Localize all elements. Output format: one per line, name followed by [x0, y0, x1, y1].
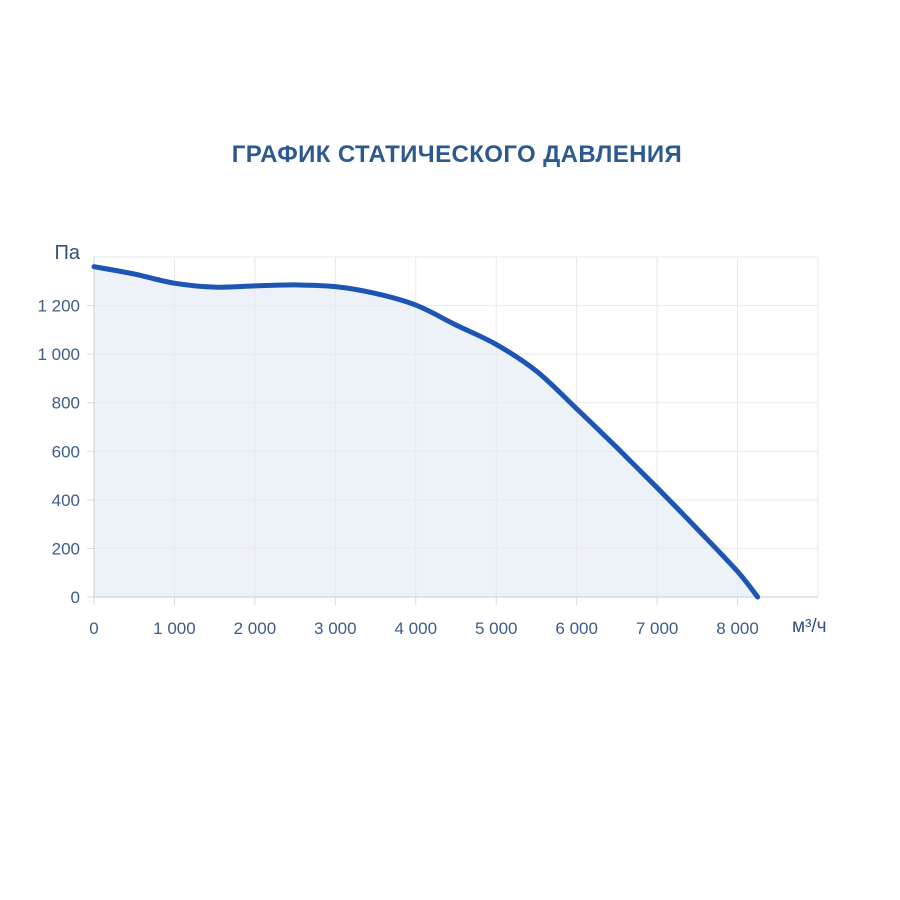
y-tick-label: 1 000	[37, 345, 80, 364]
y-tick-label: 200	[52, 539, 80, 558]
x-tick-label: 2 000	[234, 619, 277, 638]
x-tick-label: 4 000	[395, 619, 438, 638]
x-axis-unit-label: м³/ч	[792, 616, 827, 637]
y-tick-label: 600	[52, 442, 80, 461]
y-tick-label: 1 200	[37, 297, 80, 316]
y-tick-label: 0	[71, 588, 80, 607]
x-tick-label: 1 000	[153, 619, 196, 638]
chart-title: ГРАФИК СТАТИЧЕСКОГО ДАВЛЕНИЯ	[231, 141, 683, 168]
y-tick-label: 800	[52, 394, 80, 413]
x-tick-label: 8 000	[716, 619, 759, 638]
x-tick-label: 0	[89, 619, 98, 638]
curve-area-fill	[94, 266, 758, 597]
x-tick-label: 6 000	[555, 619, 598, 638]
static-pressure-curve	[91, 264, 761, 600]
y-tick-label: 400	[52, 491, 80, 510]
y-axis-unit-label: Па	[54, 242, 81, 264]
x-tick-label: 3 000	[314, 619, 357, 638]
x-tick-label: 5 000	[475, 619, 518, 638]
x-tick-label: 7 000	[636, 619, 679, 638]
